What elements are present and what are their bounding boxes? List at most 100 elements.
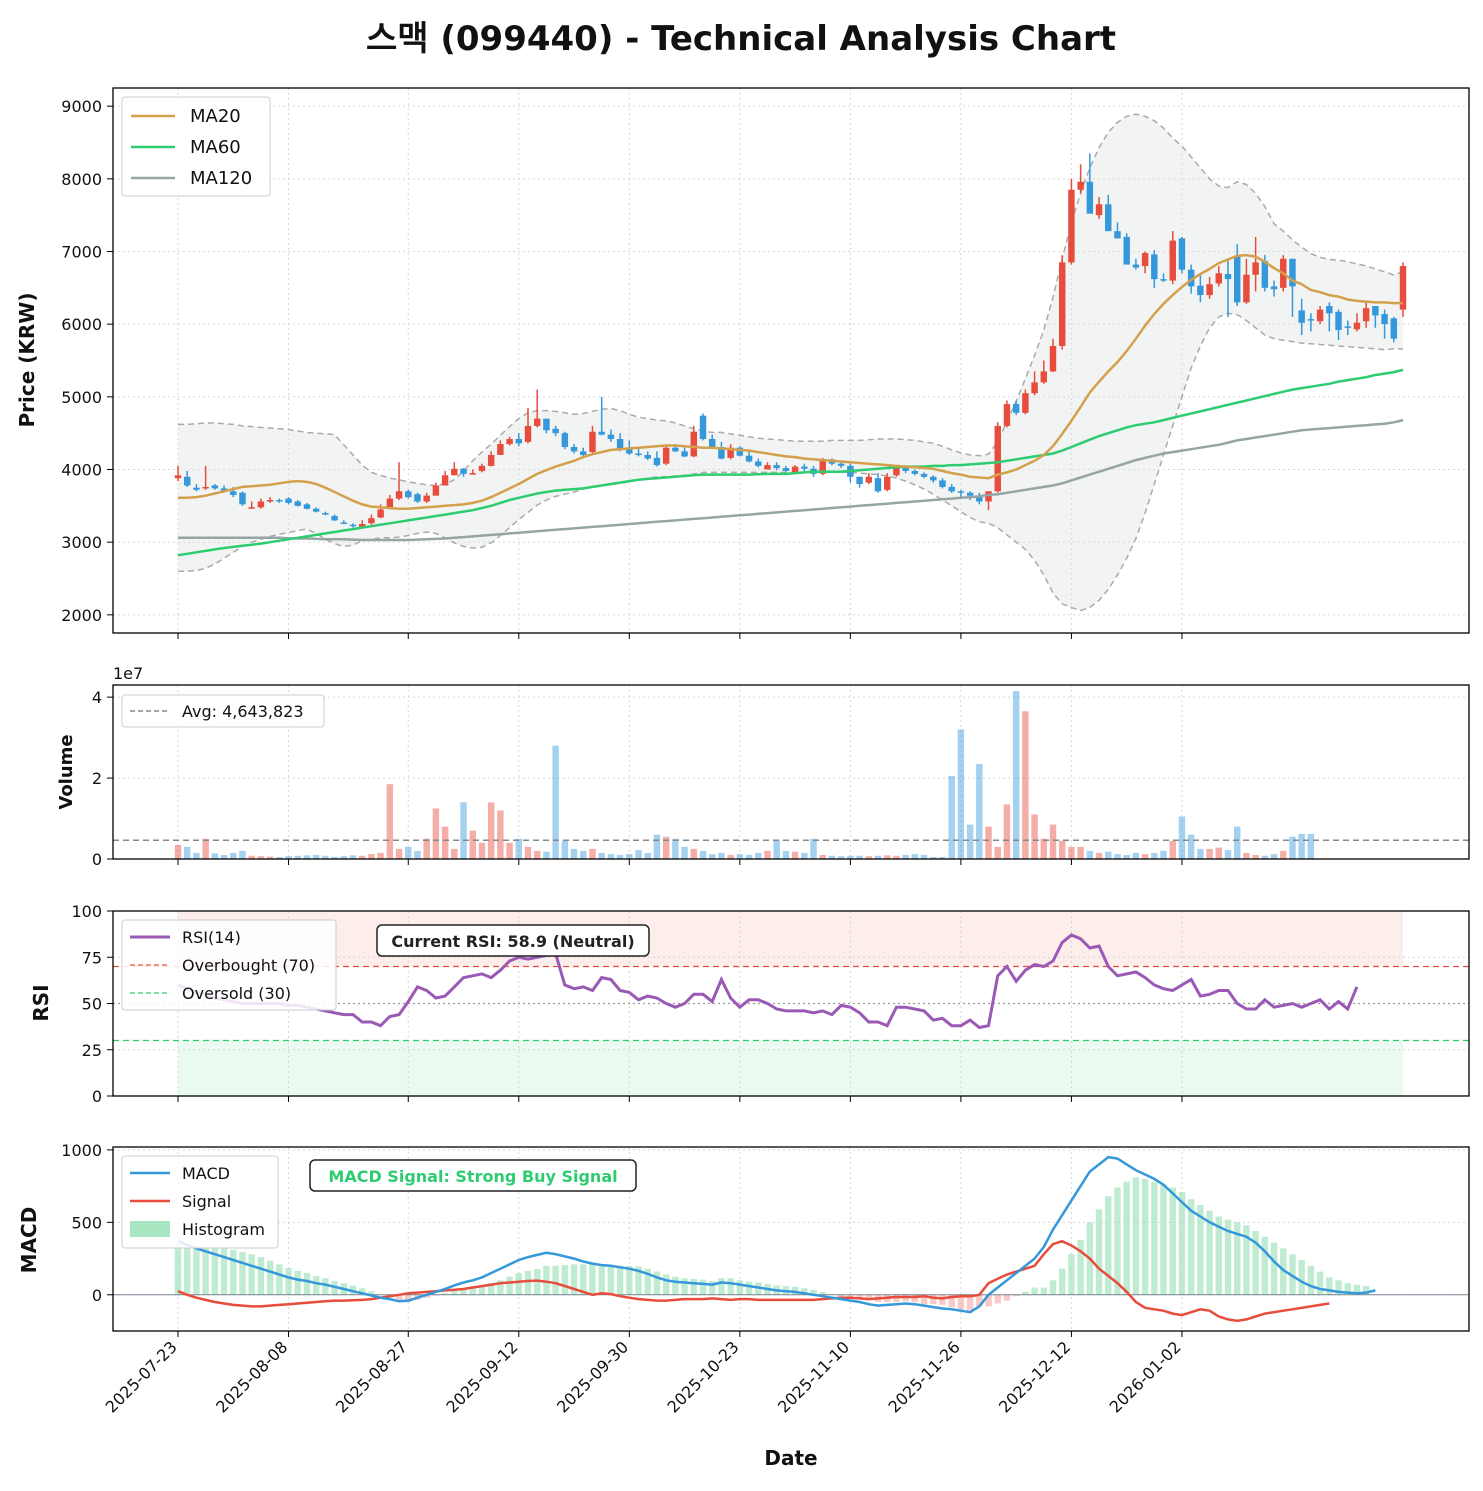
histogram-bar [266, 1260, 274, 1295]
candle-body [589, 431, 596, 453]
volume-bar [791, 851, 799, 859]
candle-body [736, 447, 744, 456]
histogram-bar [497, 1280, 504, 1295]
histogram-bar [957, 1294, 965, 1310]
histogram-bar [1224, 1219, 1232, 1295]
candle-body [1105, 204, 1112, 232]
histogram-bar [395, 1294, 403, 1302]
volume-bar [1141, 854, 1149, 859]
volume-bar [1280, 850, 1287, 859]
y-tick-label: 2 [92, 769, 102, 788]
histogram-bar [635, 1266, 642, 1295]
x-axis-ticks: 2025-07-23 2025-08-08 2025-08-27 2025-09-12… [102, 1337, 1185, 1416]
candle-body [920, 473, 928, 477]
histogram-bar [1362, 1286, 1370, 1295]
candle-body [1353, 322, 1361, 330]
candle-body [358, 524, 366, 527]
candle-body [966, 492, 974, 496]
legend-ma60-label: MA60 [190, 137, 241, 158]
histogram-bar [810, 1289, 817, 1295]
volume-bar [1224, 850, 1232, 859]
candle-body [672, 447, 679, 452]
chart-title: 스맥 (099440) - Technical Analysis Chart [366, 19, 1116, 59]
histogram-bar [1022, 1291, 1029, 1295]
candle-body [718, 446, 725, 459]
volume-legend-box [121, 694, 325, 728]
bollinger-upper-line [178, 113, 1404, 487]
candle-body [386, 498, 394, 509]
y-tick-label: 9000 [61, 97, 102, 116]
ma120-line [178, 418, 1404, 542]
y-tick-label: 500 [71, 1213, 102, 1232]
volume-bar [865, 856, 873, 859]
candle-body [580, 451, 587, 455]
volume-bar [874, 855, 882, 859]
candle-body [524, 425, 532, 442]
histogram-bar [487, 1283, 495, 1295]
candle-body [1068, 189, 1075, 263]
candle-body [1187, 269, 1195, 287]
volume-bar [1095, 852, 1103, 859]
volume-bars [174, 691, 1315, 859]
histogram-bar [506, 1276, 513, 1295]
volume-bar [349, 855, 357, 859]
volume-bar [598, 852, 605, 859]
macd-signal-annotation: MACD Signal: Strong Buy Signal [328, 1167, 617, 1186]
histogram-bar [598, 1266, 605, 1295]
candle-body [755, 461, 762, 466]
histogram-bar [441, 1293, 449, 1295]
volume-bar [294, 855, 301, 859]
volume-bar [727, 854, 734, 859]
volume-bar [856, 855, 863, 859]
candle-body [727, 447, 734, 458]
histogram-bar [865, 1294, 873, 1300]
histogram-bar [533, 1269, 541, 1295]
volume-bar [893, 855, 900, 859]
candle-body [801, 466, 808, 469]
candle-body [1233, 256, 1241, 303]
candle-body [1381, 313, 1388, 325]
candle-body [902, 468, 909, 471]
candle-body [598, 431, 605, 435]
volume-bar [837, 856, 845, 859]
candle-body [1022, 393, 1029, 413]
x-tick-label: 2025-08-27 [332, 1337, 411, 1416]
volume-bar [1187, 834, 1195, 859]
volume-bar [939, 856, 946, 859]
candle-body [635, 453, 642, 456]
histogram-bar [708, 1281, 716, 1295]
histogram-bar [801, 1288, 808, 1295]
candle-body [368, 518, 375, 524]
histogram-bar [368, 1291, 375, 1295]
candle-body [662, 447, 670, 464]
volume-bar [220, 854, 228, 859]
volume-bar [405, 846, 412, 859]
candle-body [1151, 254, 1158, 280]
candle-body [239, 492, 246, 505]
candle-body [322, 513, 329, 515]
candle-body [985, 491, 992, 502]
candle-body [1372, 306, 1379, 316]
volume-bar [755, 852, 762, 859]
candle-body [1243, 274, 1250, 303]
volume-bar [607, 854, 615, 859]
candle-body [644, 454, 651, 459]
volume-bar [690, 848, 698, 859]
histogram-bar [948, 1294, 955, 1308]
candle-body [1197, 285, 1204, 296]
candle-body [681, 451, 688, 457]
candle-body [1270, 286, 1278, 290]
histogram-bar [1233, 1222, 1241, 1295]
histogram-bar [248, 1254, 255, 1295]
candle-body [211, 485, 219, 489]
volume-bar [718, 852, 725, 859]
volume-bar [1151, 852, 1158, 859]
x-tick-label: 2025-07-23 [102, 1337, 181, 1416]
histogram-bar [515, 1273, 523, 1295]
histogram-bar [358, 1288, 366, 1295]
histogram-bar [1105, 1196, 1112, 1295]
candle-body [607, 434, 615, 439]
histogram-bar [1206, 1210, 1213, 1295]
volume-bar [1261, 855, 1269, 859]
rsi-annotation-box [376, 924, 650, 957]
